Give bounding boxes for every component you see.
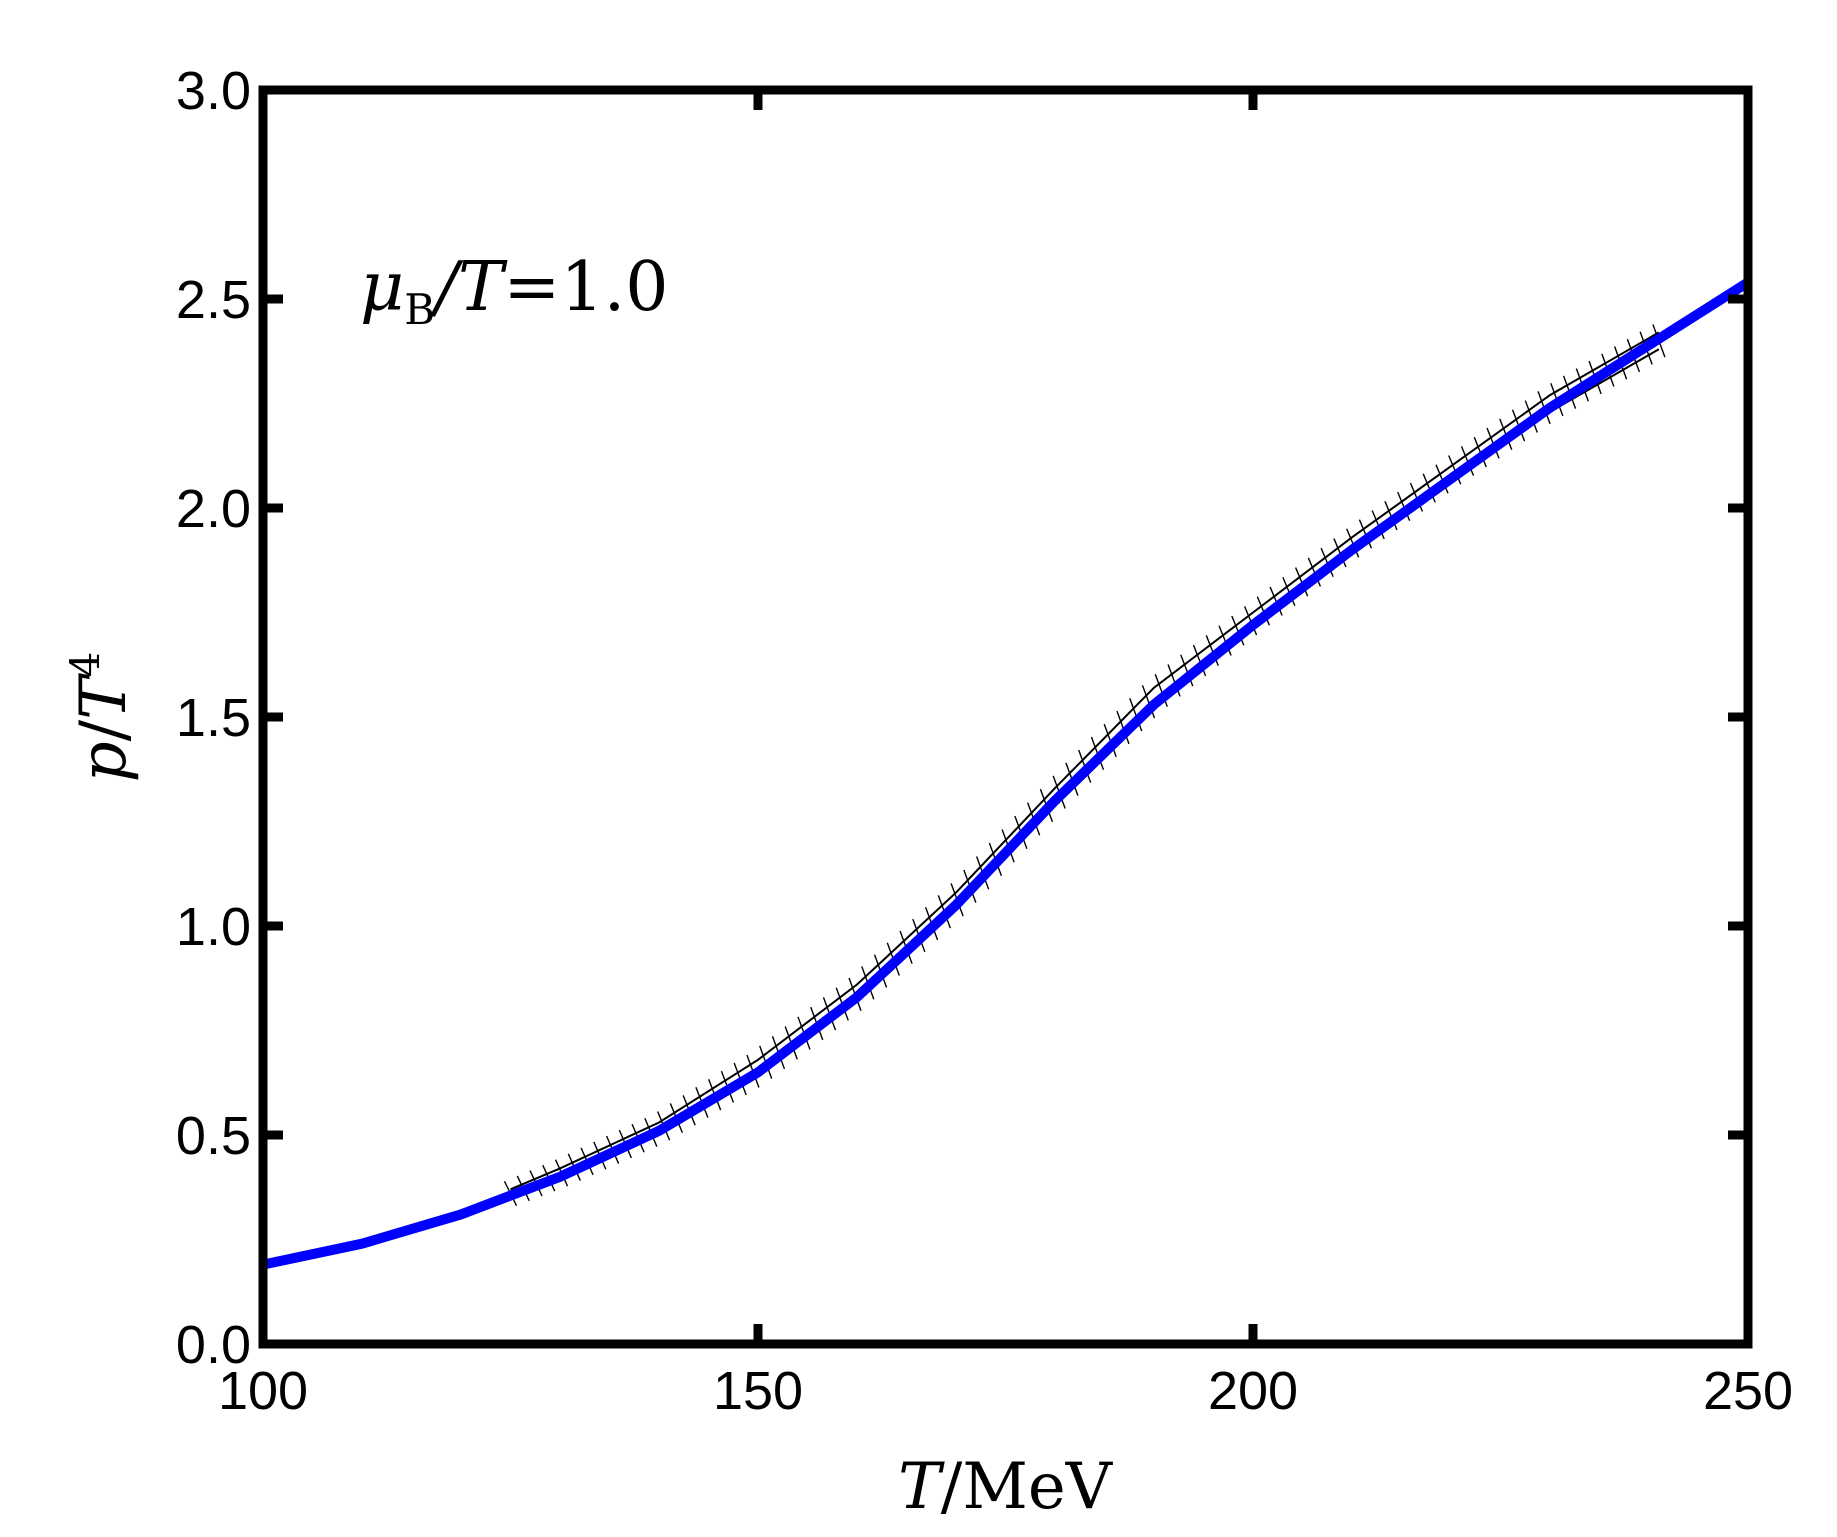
band-hatch	[1129, 698, 1143, 732]
tick-label-layer: 100 150 200 250 0.0 0.5 1.0 1.5 2.0 2.5 3.0	[176, 61, 1793, 1421]
x-axis-label: T/MeV	[898, 1450, 1114, 1524]
x-tick-label: 150	[713, 1361, 803, 1421]
band-upper-edge	[510, 331, 1660, 1191]
tick-layer	[258, 85, 1753, 1349]
x-tick-label: 200	[1208, 1361, 1298, 1421]
line-layer	[261, 278, 1751, 1270]
annotation-label: μB/T=1.0	[360, 248, 668, 334]
y-tick-label: 1.0	[176, 897, 251, 957]
x-tick-label: 250	[1703, 1361, 1793, 1421]
y-tick-label: 0.0	[176, 1315, 251, 1375]
y-tick-label: 2.5	[176, 270, 251, 330]
y-tick-label: 2.0	[176, 479, 251, 539]
y-axis-label: p/T4	[63, 652, 141, 783]
y-tick-label: 0.5	[176, 1106, 251, 1166]
band-hatch	[1116, 710, 1130, 745]
band-hatch	[1448, 455, 1462, 485]
y-tick-label: 3.0	[176, 61, 251, 121]
y-tick-label: 1.5	[176, 688, 251, 748]
x-tick-label: 100	[218, 1361, 308, 1421]
series-line	[261, 278, 1751, 1270]
